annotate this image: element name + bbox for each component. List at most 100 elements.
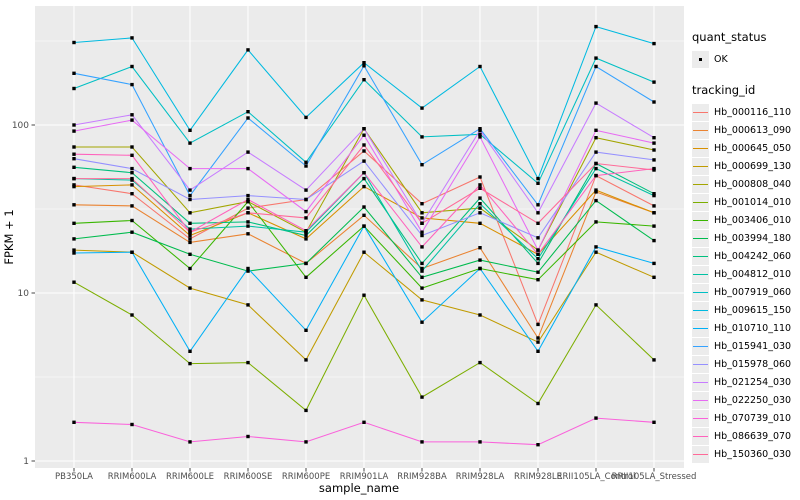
legend-label: Hb_000699_130 <box>714 161 792 172</box>
data-point-Hb_003406_010 <box>420 286 424 290</box>
data-point-Hb_022250_030 <box>130 118 134 122</box>
legend-item-Hb_000645_050: Hb_000645_050 <box>692 140 798 157</box>
legend-label: Hb_022250_030 <box>714 395 792 406</box>
quant-status-legend-title: quant_status <box>692 30 767 44</box>
x-tick-label: RRIM901LA <box>340 472 389 482</box>
line-swatch-icon <box>693 345 708 348</box>
minor-gridlines <box>35 40 684 378</box>
data-point-Hb_150360_030 <box>478 186 482 190</box>
data-point-Hb_004812_010 <box>246 224 250 228</box>
data-point-Hb_000645_050 <box>362 184 366 189</box>
data-point-Hb_000699_130 <box>594 250 598 254</box>
line-swatch-icon <box>693 165 708 168</box>
data-point-Hb_009615_150 <box>130 36 134 40</box>
x-tick-label: PB350LA <box>55 472 93 482</box>
data-point-Hb_021254_030 <box>594 101 598 105</box>
data-point-Hb_000613_090 <box>246 232 250 236</box>
legend-item-Hb_007919_060: Hb_007919_060 <box>692 284 798 301</box>
data-point-Hb_007919_060 <box>652 80 656 84</box>
data-point-Hb_000613_090 <box>478 246 482 250</box>
legend-label: Hb_010710_110 <box>714 323 792 334</box>
data-point-Hb_000116_110 <box>246 206 250 210</box>
line-swatch-icon <box>693 309 708 312</box>
data-point-Hb_000116_110 <box>130 192 134 196</box>
data-point-Hb_007919_060 <box>594 56 598 60</box>
data-point-Hb_000116_110 <box>536 322 540 327</box>
data-point-Hb_004812_010 <box>420 269 424 273</box>
data-point-Hb_015978_060 <box>72 157 76 161</box>
y-tick-label: 10 <box>18 289 30 299</box>
data-point-Hb_015978_060 <box>536 236 540 240</box>
data-point-Hb_022250_030 <box>246 166 250 171</box>
data-point-Hb_004812_010 <box>478 202 482 206</box>
data-point-Hb_070739_010 <box>594 416 598 420</box>
data-point-Hb_007919_060 <box>188 141 192 145</box>
data-point-Hb_003994_180 <box>536 270 540 274</box>
data-point-Hb_015978_060 <box>362 159 366 163</box>
line-swatch-icon <box>693 219 708 222</box>
legend-label: Hb_000116_110 <box>714 107 792 118</box>
data-point-Hb_007919_060 <box>362 78 366 82</box>
data-point-Hb_000645_050 <box>420 216 424 220</box>
legend-label: Hb_007919_060 <box>714 287 792 298</box>
data-point-Hb_009615_150 <box>594 24 598 29</box>
data-point-Hb_015978_060 <box>188 197 192 202</box>
data-point-Hb_009615_150 <box>652 41 656 46</box>
y-axis-title: FPKM + 1 <box>2 209 16 264</box>
data-point-Hb_070739_010 <box>304 440 308 444</box>
data-point-Hb_021254_030 <box>362 127 366 131</box>
data-point-Hb_070739_010 <box>478 440 482 444</box>
x-tick-label: RRIM928LE <box>514 472 562 482</box>
data-point-Hb_003406_010 <box>188 266 192 271</box>
data-point-Hb_022250_030 <box>594 128 598 132</box>
line-swatch-icon <box>693 363 708 366</box>
data-point-Hb_009615_150 <box>478 64 482 69</box>
legend-label: Hb_150360_030 <box>714 449 792 460</box>
data-point-Hb_000116_110 <box>188 237 192 241</box>
data-point-Hb_015978_060 <box>594 150 598 154</box>
data-point-Hb_007919_060 <box>72 86 76 91</box>
line-swatch-icon <box>693 147 708 150</box>
data-point-Hb_004242_060 <box>130 171 134 175</box>
legend-label: Hb_001014_010 <box>714 197 792 208</box>
data-point-Hb_004242_060 <box>478 196 482 200</box>
data-point-Hb_009615_150 <box>246 48 250 52</box>
data-point-Hb_086639_070 <box>130 153 134 157</box>
data-point-Hb_086639_070 <box>536 252 540 256</box>
data-point-Hb_003406_010 <box>72 221 76 225</box>
data-point-Hb_009615_150 <box>536 176 540 181</box>
legend-key-Hb_004242_060 <box>692 248 709 265</box>
data-point-Hb_001014_010 <box>536 401 540 406</box>
data-point-Hb_086639_070 <box>478 183 482 187</box>
legend-item-Hb_010710_110: Hb_010710_110 <box>692 320 798 337</box>
data-point-Hb_000699_130 <box>652 275 656 279</box>
data-point-Hb_004242_060 <box>246 220 250 224</box>
data-point-Hb_150360_030 <box>652 168 656 172</box>
legend-item-Hb_000808_040: Hb_000808_040 <box>692 176 798 193</box>
legend-key-Hb_004812_010 <box>692 266 709 283</box>
data-point-Hb_150360_030 <box>246 211 250 215</box>
data-point-Hb_001014_010 <box>130 313 134 317</box>
data-point-Hb_003994_180 <box>478 258 482 262</box>
line-swatch-icon <box>693 183 708 186</box>
legend-item-Hb_000613_090: Hb_000613_090 <box>692 122 798 139</box>
data-point-Hb_001014_010 <box>188 361 192 366</box>
legend-item-Hb_150360_030: Hb_150360_030 <box>692 446 798 463</box>
legend-key-Hb_015978_060 <box>692 356 709 373</box>
data-point-Hb_000116_110 <box>420 202 424 206</box>
data-point-Hb_000699_130 <box>478 313 482 317</box>
legend-label: Hb_003406_010 <box>714 215 792 226</box>
line-swatch-icon <box>693 435 708 438</box>
data-point-Hb_000808_040 <box>130 145 134 149</box>
data-point-Hb_001014_010 <box>652 358 656 362</box>
data-point-Hb_015978_060 <box>478 211 482 215</box>
data-point-Hb_003994_180 <box>594 198 598 203</box>
legend-key-Hb_003994_180 <box>692 230 709 247</box>
data-point-Hb_000699_130 <box>72 248 76 252</box>
data-point-Hb_000699_130 <box>420 298 424 302</box>
data-point-Hb_022250_030 <box>188 166 192 171</box>
data-point-Hb_022250_030 <box>362 133 366 137</box>
legend-label: Hb_009615_150 <box>714 305 792 316</box>
data-point-Hb_015978_060 <box>420 233 424 238</box>
axis-tick-labels: 1 10 100 PB350LA RRIM600LA RRIM600LE RRIM600SE… <box>12 121 697 482</box>
